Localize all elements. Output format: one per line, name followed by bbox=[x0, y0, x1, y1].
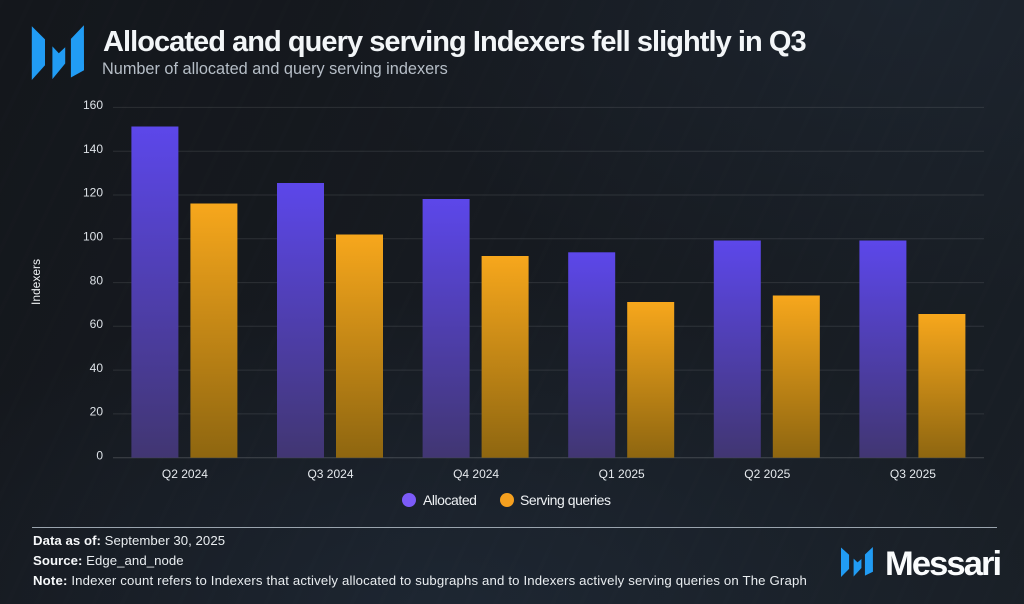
svg-text:Indexers: Indexers bbox=[29, 259, 43, 305]
svg-text:60: 60 bbox=[90, 317, 104, 331]
svg-text:120: 120 bbox=[83, 186, 103, 200]
svg-text:40: 40 bbox=[90, 361, 104, 375]
svg-text:100: 100 bbox=[83, 230, 103, 244]
svg-text:Q3 2024: Q3 2024 bbox=[307, 467, 353, 481]
svg-text:20: 20 bbox=[90, 405, 104, 419]
svg-text:160: 160 bbox=[83, 98, 103, 112]
svg-text:140: 140 bbox=[83, 142, 103, 156]
svg-text:Q3 2025: Q3 2025 bbox=[890, 467, 936, 481]
svg-text:Q4 2024: Q4 2024 bbox=[453, 467, 499, 481]
svg-text:0: 0 bbox=[96, 448, 103, 462]
svg-text:Q2 2025: Q2 2025 bbox=[744, 467, 790, 481]
svg-text:Q1 2025: Q1 2025 bbox=[599, 467, 645, 481]
svg-text:80: 80 bbox=[90, 273, 104, 287]
svg-text:Q2 2024: Q2 2024 bbox=[162, 467, 208, 481]
